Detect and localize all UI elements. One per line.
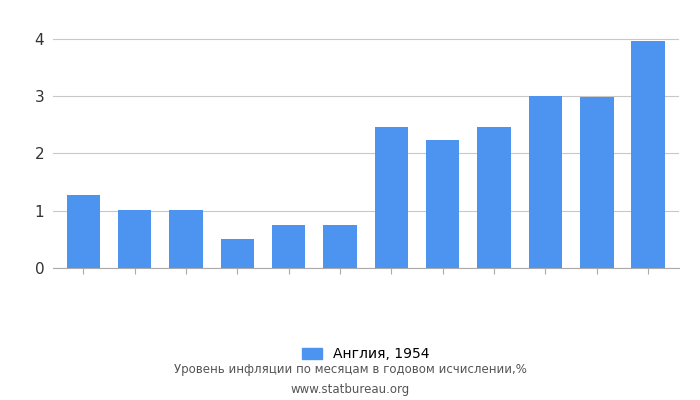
Text: Уровень инфляции по месяцам в годовом исчислении,%: Уровень инфляции по месяцам в годовом ис… [174,364,526,376]
Bar [323,225,357,268]
Bar [580,97,613,268]
Bar [528,96,562,268]
Bar [477,126,511,268]
Bar [66,195,100,268]
Legend: Англия, 1954: Англия, 1954 [296,342,435,367]
Bar [272,225,305,268]
Bar [374,126,408,268]
Text: www.statbureau.org: www.statbureau.org [290,384,410,396]
Bar [426,140,459,268]
Bar [220,239,254,268]
Bar [118,210,151,268]
Bar [169,210,203,268]
Bar [631,41,665,268]
